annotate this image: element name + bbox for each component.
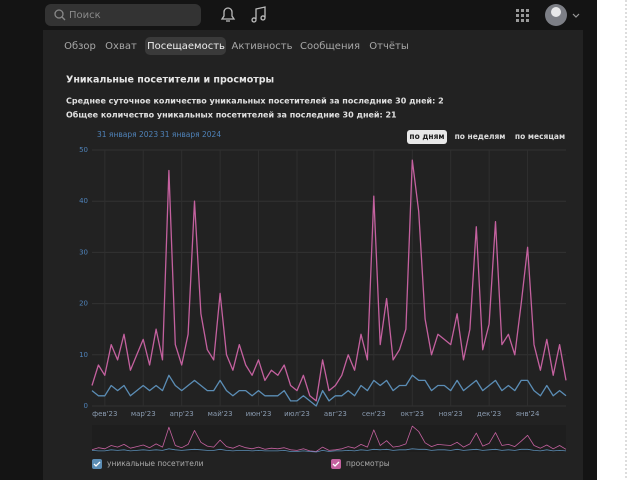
period-button[interactable]: по дням — [409, 132, 444, 141]
tab[interactable]: Отчёты — [369, 41, 408, 52]
avatar-menu-arrow[interactable] — [572, 13, 580, 18]
bell-icon[interactable] — [220, 7, 236, 22]
music-icon[interactable] — [251, 6, 266, 23]
date-to[interactable]: 31 января 2024 — [160, 130, 221, 139]
period-button-active[interactable] — [407, 130, 447, 144]
x-tick-label: окт'23 — [401, 410, 424, 418]
search-box[interactable] — [45, 4, 201, 26]
search-placeholder: Поиск — [69, 10, 101, 21]
tab[interactable]: Сообщения — [300, 41, 360, 52]
section-title: Уникальные посетители и просмотры — [66, 75, 274, 86]
checkmark — [93, 461, 101, 467]
y-tick-label: 10 — [79, 351, 88, 359]
stat-line: Среднее суточное количество уникальных п… — [66, 97, 444, 106]
x-tick-label: июл'23 — [284, 410, 310, 418]
navigator-line — [91, 425, 567, 452]
tab[interactable]: Охват — [105, 41, 137, 52]
tab[interactable]: Обзор — [64, 41, 96, 52]
series-line — [91, 374, 567, 407]
date-from[interactable]: 31 января 2023 — [97, 130, 158, 139]
y-tick-label: 40 — [79, 197, 88, 205]
x-tick-label: мар'23 — [131, 410, 156, 418]
period-button[interactable]: по месяцам — [515, 132, 565, 141]
navigator — [92, 425, 566, 452]
legend-label[interactable]: просмотры — [346, 459, 390, 468]
checkmark — [332, 461, 340, 467]
y-tick-label: 20 — [79, 300, 88, 308]
apps-icon[interactable] — [516, 9, 529, 22]
stat-line: Общее количество уникальных посетителей … — [66, 110, 397, 120]
legend-checkbox[interactable] — [92, 459, 102, 469]
tab-active[interactable]: Посещаемость — [147, 41, 225, 52]
y-tick-label: 30 — [79, 248, 88, 256]
navigator-line — [91, 448, 567, 453]
x-tick-label: ноя'23 — [439, 410, 463, 418]
active-tab-background — [145, 37, 226, 55]
legend-label[interactable]: уникальные посетители — [107, 459, 204, 468]
x-tick-label: дек'23 — [477, 410, 501, 418]
y-tick-label: 50 — [79, 146, 88, 154]
x-tick-label: май'23 — [208, 410, 233, 418]
period-button[interactable]: по неделям — [455, 132, 506, 141]
y-tick-label: 0 — [84, 402, 88, 410]
search-icon — [61, 16, 66, 21]
x-tick-label: авг'23 — [324, 410, 347, 418]
x-tick-label: янв'24 — [516, 410, 540, 418]
series-line — [91, 159, 567, 402]
search-icon — [54, 9, 64, 19]
x-tick-label: апр'23 — [170, 410, 194, 418]
legend-checkbox[interactable] — [331, 459, 341, 469]
avatar — [551, 7, 561, 17]
x-tick-label: сен'23 — [362, 410, 386, 418]
x-tick-label: фев'23 — [92, 410, 117, 418]
x-tick-label: июн'23 — [246, 410, 272, 418]
tab[interactable]: Активность — [232, 41, 293, 52]
